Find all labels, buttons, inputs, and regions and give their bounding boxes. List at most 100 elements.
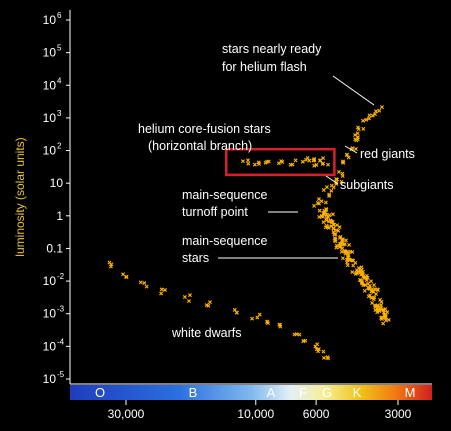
x-tick-label: 6000 (303, 407, 330, 421)
star-point (320, 214, 325, 219)
star-point (320, 161, 325, 166)
star-point (312, 157, 317, 161)
star-point (332, 232, 337, 237)
star-point (187, 293, 192, 298)
star-point (364, 278, 369, 283)
star-point (337, 241, 342, 246)
annotation-main-sequence-line2: stars (182, 251, 209, 265)
star-point (257, 312, 262, 317)
star-point (339, 249, 344, 254)
star-point (250, 316, 255, 321)
spectral-class-label: M (405, 385, 416, 400)
star-point (336, 169, 341, 174)
star-point (384, 318, 388, 323)
star-point (319, 199, 324, 204)
star-point (312, 157, 317, 162)
star-point (373, 304, 378, 309)
star-point (321, 188, 326, 193)
star-point (324, 218, 329, 223)
pointer-red-giants (344, 145, 358, 154)
star-point (346, 155, 351, 160)
star-point (347, 257, 351, 262)
star-point (341, 160, 346, 165)
star-point (351, 258, 356, 263)
series-main-sequence-stars (317, 207, 391, 326)
star-point (367, 113, 372, 118)
series-subgiants (312, 177, 344, 208)
y-tick-label: 10 (43, 13, 57, 27)
star-point (340, 256, 345, 261)
star-point (353, 132, 358, 137)
spectral-class-label: G (322, 385, 332, 400)
star-point (350, 270, 355, 275)
spectral-class-label: K (353, 385, 362, 400)
star-point (321, 210, 326, 215)
star-point (280, 159, 285, 164)
star-point (124, 274, 129, 279)
star-point (359, 265, 364, 270)
star-points (107, 105, 391, 361)
star-point (290, 162, 295, 167)
annotation-red-giants: red giants (360, 147, 415, 161)
annotation-subgiants: subgiants (340, 178, 394, 192)
spectral-class-label: O (95, 385, 105, 400)
y-tick-label: 10 (43, 274, 57, 288)
star-point (373, 109, 378, 114)
star-point (246, 161, 251, 166)
spectral-class-label: F (299, 385, 307, 400)
star-point (363, 282, 368, 287)
horizontal-branch-highlight-box (224, 147, 336, 177)
star-point (382, 312, 387, 317)
star-point (342, 241, 347, 246)
star-point (256, 160, 261, 165)
star-point (366, 281, 371, 286)
star-point (330, 212, 335, 217)
star-point (329, 224, 334, 229)
annotation-helium-flash-line2: for helium flash (222, 60, 307, 74)
x-tick-label: 30,000 (108, 407, 145, 421)
star-point (326, 356, 331, 361)
star-point (369, 279, 374, 284)
star-point (252, 162, 257, 167)
star-point (375, 310, 380, 315)
annotation-white-dwarfs: white dwarfs (171, 326, 241, 340)
y-tick-exponent: 2 (57, 142, 62, 151)
star-point (377, 108, 382, 113)
y-tick-exponent: 3 (57, 109, 62, 118)
star-point (345, 249, 350, 254)
annotation-helium-flash-line1: stars nearly ready (222, 42, 322, 56)
star-point (367, 116, 372, 121)
star-point (277, 322, 282, 327)
star-point (345, 260, 350, 265)
y-tick-label: 0.1 (46, 241, 63, 255)
star-point (367, 293, 372, 298)
star-point (361, 274, 366, 279)
y-tick-label: 10 (43, 46, 57, 60)
star-point (264, 159, 269, 164)
star-point (379, 303, 384, 308)
star-point (379, 317, 384, 321)
star-point (354, 138, 359, 143)
star-point (361, 118, 365, 123)
spectral-class-label: B (189, 385, 198, 400)
star-point (318, 158, 323, 163)
star-point (305, 155, 310, 160)
annotation-horizontal-branch-line2: (horizontal branch) (148, 139, 252, 153)
star-point (317, 215, 322, 220)
y-tick-exponent: 6 (57, 11, 62, 20)
star-point (379, 299, 384, 304)
star-point (314, 162, 319, 167)
star-point (335, 177, 340, 182)
star-point (333, 237, 338, 242)
annotation-main-sequence-line1: main-sequence (182, 234, 268, 248)
y-tick-exponent: -3 (57, 305, 65, 314)
star-point (307, 158, 312, 163)
star-point (324, 185, 329, 190)
annotation-horizontal-branch-line1: helium core-fusion stars (138, 122, 271, 136)
y-tick-label: 10 (43, 307, 57, 321)
star-point (317, 208, 322, 213)
star-point (355, 125, 360, 130)
star-point (337, 235, 342, 240)
